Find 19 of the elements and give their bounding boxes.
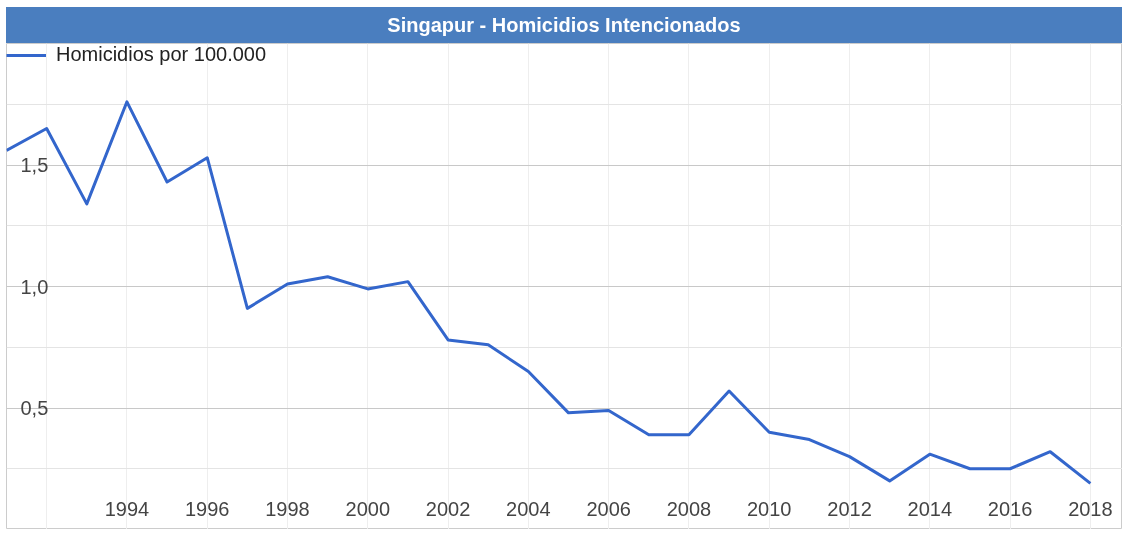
- line-series: [6, 100, 1092, 485]
- x-tick-label: 2004: [506, 497, 551, 520]
- x-tick-label: 2000: [345, 497, 391, 520]
- legend-label: Homicidios por 100.000: [56, 43, 267, 66]
- x-tick-label: 2010: [746, 497, 792, 520]
- x-tick-label: 2018: [1068, 497, 1113, 520]
- x-tick-label: 1998: [265, 497, 310, 520]
- x-tick-label: 2014: [907, 497, 953, 520]
- y-tick-label: 0,5: [20, 397, 49, 419]
- x-tick-label: 2016: [987, 497, 1033, 520]
- x-tick-label: 2012: [827, 497, 872, 520]
- y-tick-label: 1,0: [20, 275, 49, 298]
- x-tick-label: 2006: [586, 497, 631, 520]
- y-tick-label: 1,5: [20, 154, 49, 176]
- x-tick-label: 2008: [666, 497, 712, 520]
- x-tick-label: 2002: [425, 497, 471, 520]
- x-tick-label: 1996: [184, 497, 230, 520]
- chart-title: Singapur - Homicidios Intencionados: [387, 13, 741, 38]
- x-tick-label: 1994: [104, 497, 150, 520]
